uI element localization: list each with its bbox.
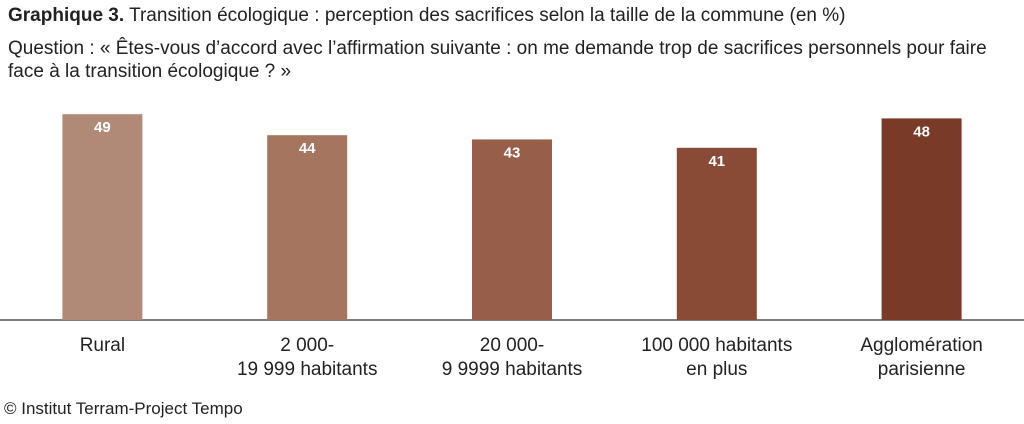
category-label-line: Agglomération	[860, 335, 983, 356]
bar-0	[62, 114, 143, 320]
chart-title-lead: Graphique 3.	[8, 5, 125, 26]
category-label-line: 2 000-	[280, 335, 334, 356]
bar-value-label-3: 41	[708, 153, 725, 170]
bar-value-label-1: 44	[299, 140, 316, 157]
bar-value-label-0: 49	[94, 119, 111, 136]
category-label-1: 2 000- 19 999 habitants	[237, 335, 378, 380]
bar-3	[676, 147, 757, 320]
bar-1	[267, 135, 348, 320]
category-label-line: en plus	[686, 359, 747, 380]
category-label-line: Rural	[80, 335, 125, 356]
bar-value-label-2: 43	[504, 144, 521, 161]
bar-value-label-4: 48	[913, 123, 930, 140]
category-label-4: Agglomération parisienne	[860, 335, 983, 380]
chart-title-text: Transition écologique : perception des s…	[129, 5, 846, 26]
chart-subtitle-question: Question : « Êtes-vous d’accord avec l’a…	[8, 38, 987, 82]
category-label-line: 19 999 habitants	[237, 359, 378, 380]
bar-chart: 49 Rural 44 2 000- 19 999 habitants 43 20 000-…	[0, 114, 1024, 380]
category-label-line: 20 000-	[480, 335, 544, 356]
category-label-line: 9 9999 habitants	[442, 359, 583, 380]
category-label-3: 100 000 habitants en plus	[641, 335, 792, 380]
chart-title: Graphique 3. Transition écologique : per…	[8, 4, 845, 28]
category-label-0: Rural	[80, 335, 125, 356]
source-credit: © Institut Terram-Project Tempo	[4, 399, 243, 418]
category-label-line: 100 000 habitants	[641, 335, 792, 356]
category-label-line: parisienne	[878, 359, 966, 380]
bar-2	[472, 139, 552, 320]
bar-4	[881, 118, 962, 321]
category-label-2: 20 000- 9 9999 habitants	[442, 335, 583, 380]
